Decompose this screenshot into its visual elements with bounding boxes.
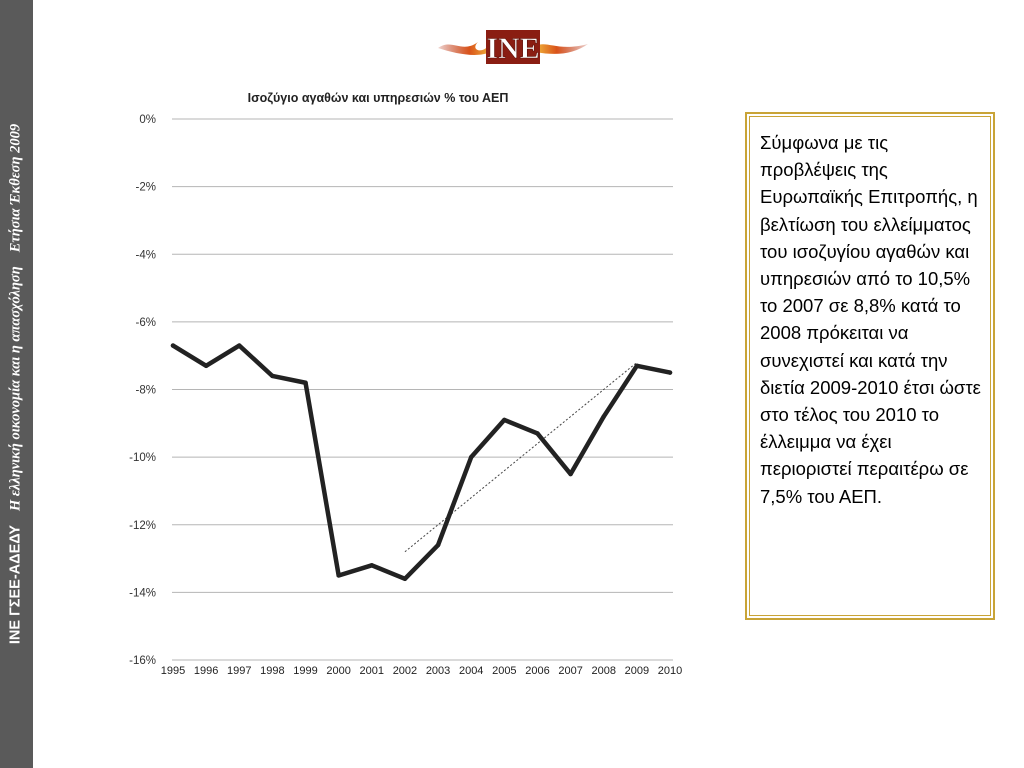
y-tick-label: -6%: [136, 317, 156, 329]
balance-chart: Ισοζύγιο αγαθών και υπηρεσιών % του ΑΕΠ …: [129, 91, 682, 677]
x-tick-label: 1997: [227, 665, 251, 677]
x-tick-label: 2002: [393, 665, 417, 677]
trend-line: [404, 362, 638, 553]
flame-left-icon: [438, 42, 490, 55]
data-point: [435, 542, 441, 548]
ine-logo: INE: [438, 30, 588, 65]
chart-title: Ισοζύγιο αγαθών και υπηρεσιών % του ΑΕΠ: [248, 91, 509, 105]
y-tick-label: -8%: [136, 385, 156, 397]
x-tick-label: 2005: [492, 665, 516, 677]
data-point: [568, 471, 573, 477]
y-tick-label: -14%: [129, 587, 156, 599]
x-tick-label: 2001: [360, 665, 384, 677]
data-point: [667, 370, 673, 375]
x-tick-label: 2000: [326, 665, 350, 677]
y-tick-label: -16%: [129, 655, 156, 667]
series-lines: [170, 343, 673, 582]
data-point: [601, 414, 606, 419]
side-banner-text: ΙΝΕ ΓΣΕΕ-ΑΔΕΔΥ Η ελληνική οικονομία και η…: [8, 4, 25, 764]
y-tick-label: -4%: [136, 249, 156, 261]
x-tick-label: 2008: [591, 665, 615, 677]
data-point: [237, 343, 242, 348]
data-point: [535, 431, 540, 436]
series-line: [170, 343, 673, 582]
y-axis-ticks: 0% -2% -4% -6% -8% -10% -12% -14% -16%: [129, 114, 156, 667]
data-point: [469, 454, 474, 460]
x-tick-label: 2006: [525, 665, 549, 677]
data-point: [634, 363, 640, 369]
y-tick-label: -12%: [129, 520, 156, 532]
logo-text: INE: [486, 32, 539, 65]
report-title: Ετήσια Έκθεση 2009: [7, 123, 24, 253]
y-tick-label: 0%: [139, 114, 156, 126]
data-point: [270, 373, 275, 379]
side-banner: ΙΝΕ ΓΣΕΕ-ΑΔΕΔΥ Η ελληνική οικονομία και η…: [0, 0, 33, 768]
commentary-box: Σύμφωνα με τις προβλέψεις της Ευρωπαϊκής…: [745, 112, 995, 620]
x-axis-ticks: 1995 1996 1997 1998 1999 2000 2001 2002 2003 2004…: [161, 665, 682, 677]
trend-line-path: [404, 362, 638, 553]
x-tick-label: 2007: [558, 665, 582, 677]
report-subtitle: Η ελληνική οικονομία και η απασχόληση: [7, 266, 24, 511]
data-point: [170, 343, 176, 348]
data-point: [402, 576, 408, 582]
x-tick-label: 2010: [658, 665, 682, 677]
y-tick-label: -10%: [129, 452, 156, 464]
flame-right-icon: [536, 44, 588, 54]
x-tick-label: 1995: [161, 665, 185, 677]
x-tick-label: 2003: [426, 665, 450, 677]
x-tick-label: 1996: [194, 665, 218, 677]
org-name: ΙΝΕ ΓΣΕΕ-ΑΔΕΔΥ: [7, 524, 24, 645]
x-tick-label: 2009: [625, 665, 649, 677]
y-tick-label: -2%: [136, 182, 156, 194]
x-tick-label: 1999: [293, 665, 317, 677]
commentary-text: Σύμφωνα με τις προβλέψεις της Ευρωπαϊκής…: [749, 116, 991, 616]
data-point: [203, 363, 209, 369]
chart-grid: [172, 118, 673, 661]
x-tick-label: 1998: [260, 665, 284, 677]
data-point: [369, 563, 374, 568]
data-point: [336, 573, 341, 578]
data-point: [303, 380, 308, 385]
data-point: [502, 417, 507, 423]
x-tick-label: 2004: [459, 665, 483, 677]
